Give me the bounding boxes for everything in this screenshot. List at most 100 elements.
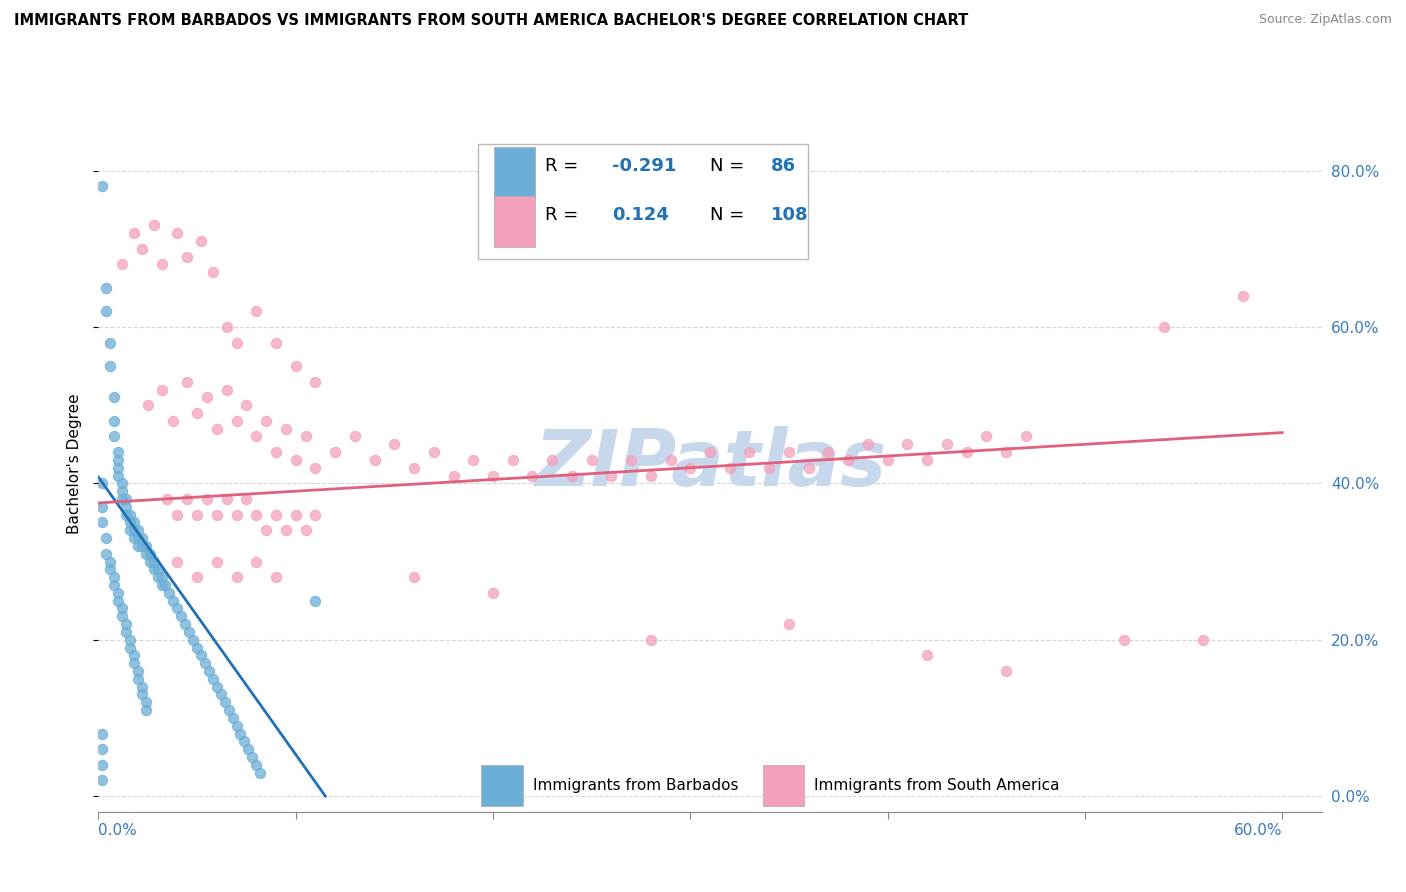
- Text: 108: 108: [772, 205, 808, 224]
- Point: [127, 539, 149, 553]
- Point: [122, 516, 145, 530]
- Point: [115, 491, 138, 506]
- Point: [778, 445, 800, 459]
- Point: [209, 688, 232, 702]
- Point: [107, 445, 129, 459]
- Point: [284, 453, 307, 467]
- Point: [233, 734, 256, 748]
- Point: [166, 601, 188, 615]
- Point: [91, 179, 114, 194]
- Point: [640, 632, 662, 647]
- Point: [107, 460, 129, 475]
- Point: [111, 484, 134, 499]
- Point: [122, 531, 145, 545]
- Point: [699, 445, 721, 459]
- Point: [127, 531, 149, 545]
- Point: [122, 523, 145, 537]
- Point: [778, 617, 800, 632]
- Point: [274, 422, 297, 436]
- Point: [91, 476, 114, 491]
- Point: [150, 570, 173, 584]
- Point: [103, 578, 125, 592]
- Point: [215, 383, 238, 397]
- Point: [758, 460, 780, 475]
- Point: [176, 375, 198, 389]
- Point: [115, 617, 138, 632]
- Point: [142, 562, 165, 576]
- Point: [107, 453, 129, 467]
- Point: [294, 523, 316, 537]
- Point: [304, 375, 326, 389]
- Text: N =: N =: [710, 205, 749, 224]
- Point: [96, 547, 118, 561]
- Point: [176, 250, 198, 264]
- Point: [502, 453, 524, 467]
- Point: [135, 695, 157, 709]
- Point: [974, 429, 997, 443]
- Point: [118, 516, 141, 530]
- Point: [640, 468, 662, 483]
- Point: [205, 508, 228, 522]
- Point: [131, 242, 153, 256]
- Point: [249, 765, 271, 780]
- Point: [1153, 320, 1175, 334]
- Point: [215, 320, 238, 334]
- Text: -0.291: -0.291: [612, 157, 676, 175]
- Point: [915, 648, 938, 663]
- Point: [254, 523, 277, 537]
- Point: [174, 617, 197, 632]
- Point: [111, 476, 134, 491]
- Point: [162, 414, 184, 428]
- Point: [229, 726, 252, 740]
- Point: [146, 562, 169, 576]
- Point: [225, 719, 247, 733]
- Point: [131, 531, 153, 545]
- Point: [91, 742, 114, 756]
- Point: [91, 500, 114, 514]
- Text: R =: R =: [546, 157, 583, 175]
- Point: [205, 680, 228, 694]
- Point: [156, 491, 179, 506]
- Point: [443, 468, 465, 483]
- Point: [225, 508, 247, 522]
- Point: [115, 500, 138, 514]
- Text: 60.0%: 60.0%: [1233, 823, 1282, 838]
- FancyBboxPatch shape: [494, 147, 536, 199]
- Point: [404, 460, 426, 475]
- Point: [205, 422, 228, 436]
- Point: [304, 593, 326, 607]
- Point: [155, 578, 177, 592]
- Point: [122, 226, 145, 240]
- Point: [111, 601, 134, 615]
- Point: [225, 335, 247, 350]
- Point: [118, 640, 141, 655]
- Point: [127, 664, 149, 678]
- Point: [118, 523, 141, 537]
- Point: [181, 632, 204, 647]
- Text: 0.0%: 0.0%: [98, 823, 138, 838]
- Point: [274, 523, 297, 537]
- Point: [284, 359, 307, 373]
- Point: [522, 468, 544, 483]
- Point: [162, 593, 184, 607]
- Point: [118, 508, 141, 522]
- Point: [166, 226, 188, 240]
- Text: ZIPatlas: ZIPatlas: [534, 425, 886, 502]
- Point: [131, 688, 153, 702]
- Point: [138, 555, 160, 569]
- Point: [186, 640, 208, 655]
- Point: [225, 570, 247, 584]
- Point: [304, 508, 326, 522]
- Point: [166, 555, 188, 569]
- Point: [142, 555, 165, 569]
- Point: [797, 460, 820, 475]
- Point: [198, 664, 221, 678]
- Point: [423, 445, 446, 459]
- Point: [186, 406, 208, 420]
- Point: [122, 648, 145, 663]
- Point: [238, 742, 260, 756]
- Point: [1192, 632, 1215, 647]
- Point: [1232, 289, 1254, 303]
- Point: [111, 491, 134, 506]
- Point: [404, 570, 426, 584]
